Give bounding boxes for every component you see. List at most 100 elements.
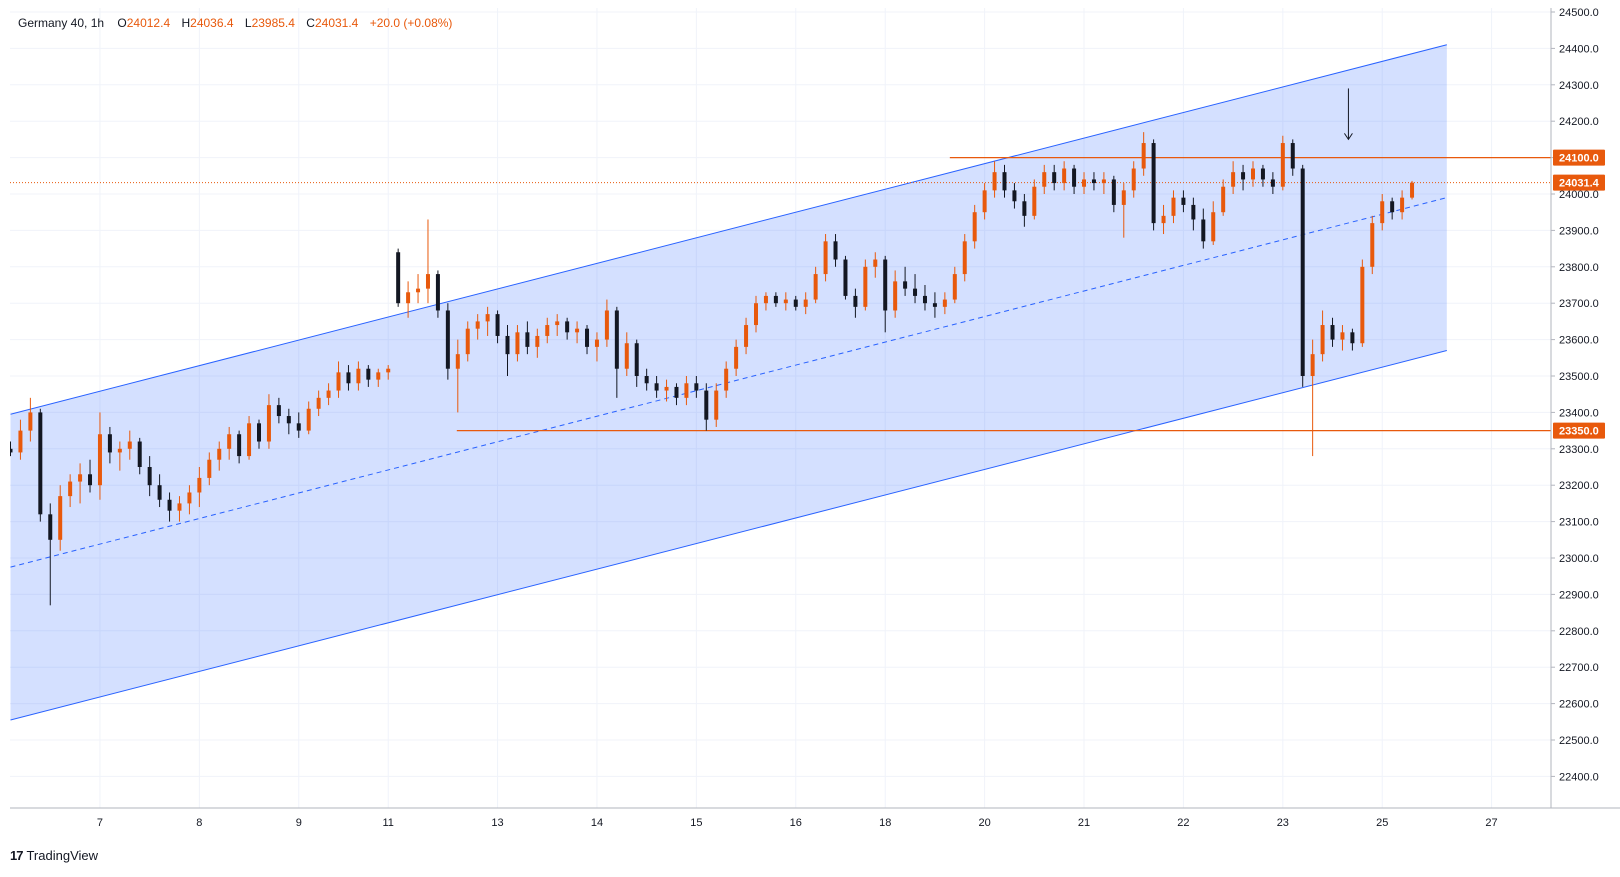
candle (644, 368, 649, 391)
candle (475, 314, 480, 340)
candle-body (883, 259, 888, 311)
candle-body (1370, 223, 1375, 267)
candle-body (306, 408, 311, 431)
candle-body (1300, 168, 1305, 376)
time-axis[interactable]: 7 8 9 11 13 14 15 16 18 20 21 22 23 25 27 (97, 817, 1498, 829)
candle-body (853, 295, 858, 307)
candle-body (326, 390, 331, 398)
candle (257, 419, 261, 449)
candle-body (763, 295, 768, 304)
candle (535, 328, 540, 358)
candle (525, 321, 530, 355)
candle-body (1270, 179, 1275, 187)
candle (1012, 183, 1017, 209)
candle-body (1251, 168, 1255, 180)
price-axis[interactable]: 22400.0 22500.0 22600.0 22700.0 22800.0 22900… (1551, 7, 1599, 783)
candle-body (276, 405, 281, 417)
candle-body (227, 434, 232, 449)
candle-body (833, 241, 838, 260)
candle (1410, 180, 1415, 200)
candle (10, 441, 13, 457)
candle (435, 270, 440, 318)
x-tick-label: 11 (383, 817, 394, 829)
candle-body (535, 335, 540, 347)
candle (604, 299, 609, 347)
candle (227, 426, 232, 460)
candle (684, 376, 689, 406)
candle-body (356, 368, 361, 384)
candle-body (913, 288, 918, 296)
x-tick-label: 15 (690, 817, 702, 829)
tradingview-brand[interactable]: 17 TradingView (10, 848, 98, 863)
high-label: H (181, 16, 191, 30)
candle (1360, 259, 1365, 347)
candle-body (78, 474, 83, 482)
candle (1131, 161, 1136, 198)
y-tick-label: 22400.0 (1559, 771, 1599, 783)
candle-body (992, 172, 997, 191)
candle-body (28, 412, 33, 431)
candle (704, 383, 709, 431)
candle (88, 459, 93, 493)
candle-body (684, 383, 689, 398)
candles (10, 132, 1415, 606)
candle (1052, 164, 1057, 191)
levels (10, 157, 1551, 432)
y-tick-label: 23800.0 (1559, 262, 1599, 274)
candle-body (1012, 190, 1017, 202)
current-price-badge-bg (1553, 174, 1605, 191)
candle-body (1340, 332, 1345, 340)
candle (1111, 175, 1116, 213)
candle (1390, 197, 1395, 220)
candle (1260, 164, 1265, 187)
change-value: +20.0 (+0.08%) (369, 16, 453, 30)
candle (1091, 172, 1096, 191)
candle-body (247, 423, 252, 457)
open-label: O (117, 16, 127, 30)
candle-body (1022, 201, 1027, 216)
y-tick-label: 23900.0 (1559, 225, 1599, 237)
candle (634, 339, 639, 387)
candle (515, 325, 520, 362)
candle-body (316, 397, 321, 409)
candle (903, 266, 908, 296)
y-tick-label: 23100.0 (1559, 517, 1599, 529)
plot-area (10, 8, 1551, 808)
candle (952, 266, 957, 304)
current-price-badge-label: 24031.4 (1559, 178, 1600, 190)
candle (1062, 161, 1067, 191)
candle-body (1171, 197, 1176, 216)
candle (38, 408, 43, 522)
candle-body (1280, 143, 1285, 187)
y-tick-label: 24300.0 (1559, 80, 1599, 92)
symbol-label[interactable]: Germany 40, 1h (18, 16, 105, 30)
candle-body (445, 310, 450, 369)
candle (1201, 208, 1206, 249)
candle-body (783, 299, 788, 304)
candle (1072, 164, 1077, 194)
candle (1181, 190, 1186, 213)
y-tick-label: 24200.0 (1559, 116, 1599, 128)
candle (416, 274, 421, 304)
candle-body (1101, 179, 1106, 184)
candle-body (495, 314, 500, 336)
candle-body (1360, 266, 1365, 344)
candle-body (793, 299, 798, 307)
candle (177, 496, 182, 522)
low-label: L (244, 16, 252, 30)
candle-body (167, 499, 172, 511)
candle-body (266, 405, 271, 442)
candle (962, 234, 967, 282)
candle-body (634, 343, 639, 376)
candle (306, 401, 311, 435)
candle-body (1091, 179, 1096, 184)
candle (187, 485, 192, 515)
candle-body (1400, 197, 1405, 213)
candle-body (674, 386, 679, 398)
candle-body (1410, 182, 1415, 198)
candle-body (475, 321, 480, 329)
annotations (1344, 88, 1353, 141)
candle-body (1380, 201, 1385, 224)
candle-body (1201, 219, 1206, 242)
